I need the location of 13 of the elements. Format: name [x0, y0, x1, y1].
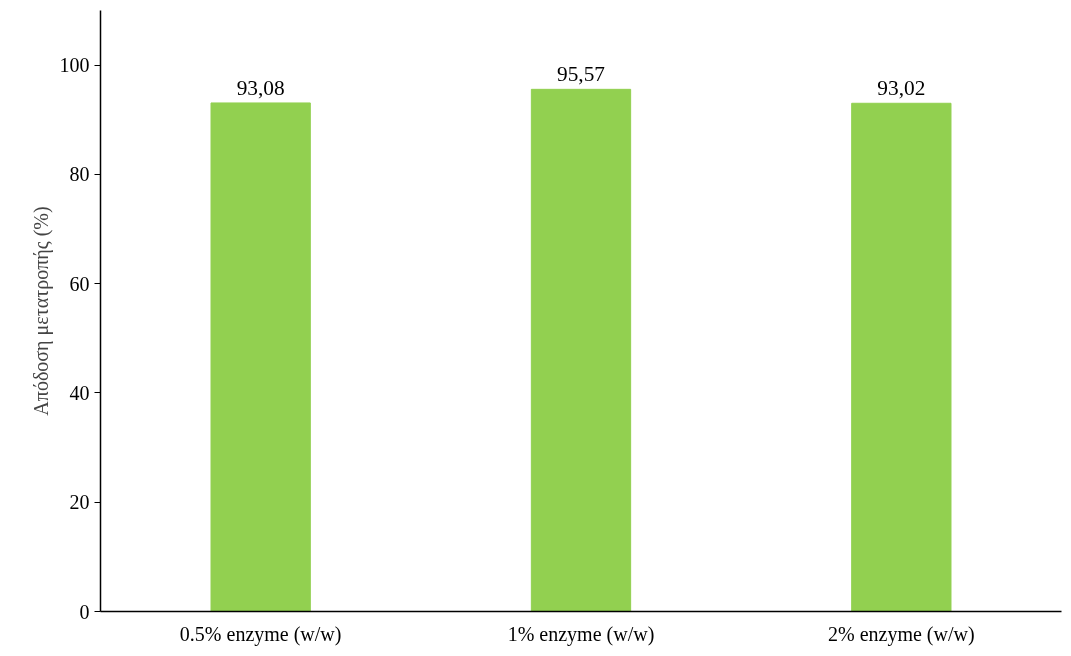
y-tick-label: 100 — [59, 54, 90, 77]
x-tick-label: 0.5% enzyme (w/w) — [179, 622, 342, 646]
data-label: 93,02 — [877, 76, 926, 101]
x-tick-label: 1% enzyme (w/w) — [507, 622, 655, 646]
y-tick-label: 60 — [69, 272, 90, 295]
y-tick-label: 20 — [69, 491, 90, 514]
y-tick-label: 40 — [69, 381, 90, 404]
y-tick-label: 80 — [69, 163, 90, 186]
y-axis-title: Απόδοση μετατροπής (%) — [29, 206, 53, 416]
y-tick-label: 0 — [79, 600, 90, 623]
data-label: 93,08 — [236, 75, 285, 100]
data-label: 95,57 — [557, 62, 606, 87]
x-tick-label: 2% enzyme (w/w) — [828, 622, 975, 646]
